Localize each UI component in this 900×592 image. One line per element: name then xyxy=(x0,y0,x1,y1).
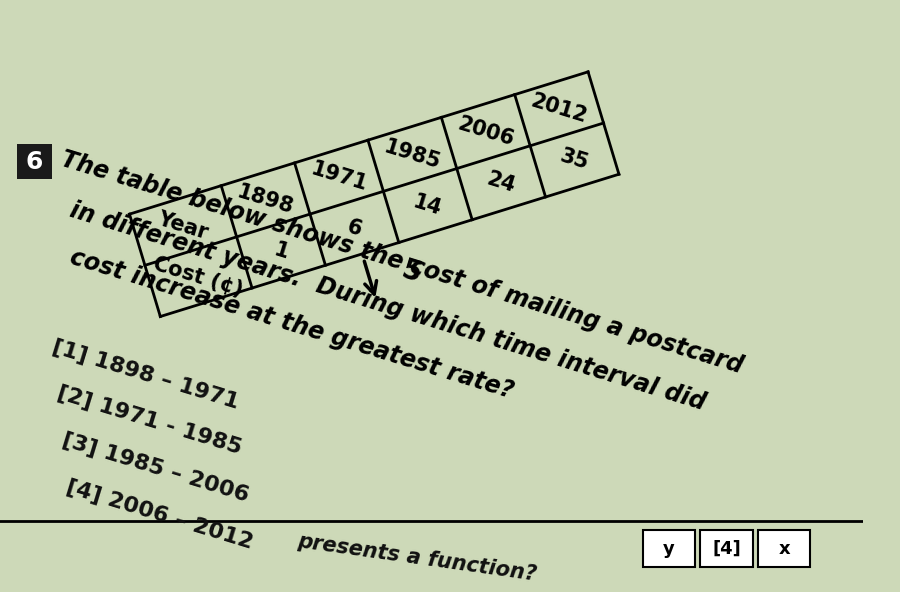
Text: y: y xyxy=(663,540,675,558)
Bar xyxy=(758,530,811,568)
Text: [2] 1971 - 1985: [2] 1971 - 1985 xyxy=(55,382,244,458)
Text: 35: 35 xyxy=(558,146,591,174)
Text: 5: 5 xyxy=(398,256,425,289)
Text: 24: 24 xyxy=(484,169,518,197)
Text: [1] 1898 – 1971: [1] 1898 – 1971 xyxy=(50,336,241,412)
Text: Year: Year xyxy=(156,208,211,243)
Text: 6: 6 xyxy=(26,150,43,173)
Text: presents a function?: presents a function? xyxy=(296,531,538,585)
Text: in different years.  During which time interval did: in different years. During which time in… xyxy=(68,198,708,415)
Text: 2012: 2012 xyxy=(528,91,590,127)
Text: 14: 14 xyxy=(411,192,445,220)
Text: cost increase at the greatest rate?: cost increase at the greatest rate? xyxy=(68,244,517,403)
Text: 1: 1 xyxy=(271,239,291,263)
Text: [3] 1985 – 2006: [3] 1985 – 2006 xyxy=(59,429,251,506)
Text: 2006: 2006 xyxy=(455,114,517,150)
Text: [4] 2006 – 2012: [4] 2006 – 2012 xyxy=(64,476,256,552)
Polygon shape xyxy=(17,144,52,179)
Text: x: x xyxy=(778,540,790,558)
Text: Cost (¢): Cost (¢) xyxy=(151,253,246,300)
Text: 1898: 1898 xyxy=(235,182,296,218)
Text: 6: 6 xyxy=(345,217,364,240)
Text: 1985: 1985 xyxy=(382,136,443,172)
Bar xyxy=(700,530,753,568)
Text: 1971: 1971 xyxy=(309,159,370,195)
Text: [4]: [4] xyxy=(712,540,741,558)
Text: The table below shows the cost of mailing a postcard: The table below shows the cost of mailin… xyxy=(58,147,745,378)
Bar xyxy=(643,530,696,568)
